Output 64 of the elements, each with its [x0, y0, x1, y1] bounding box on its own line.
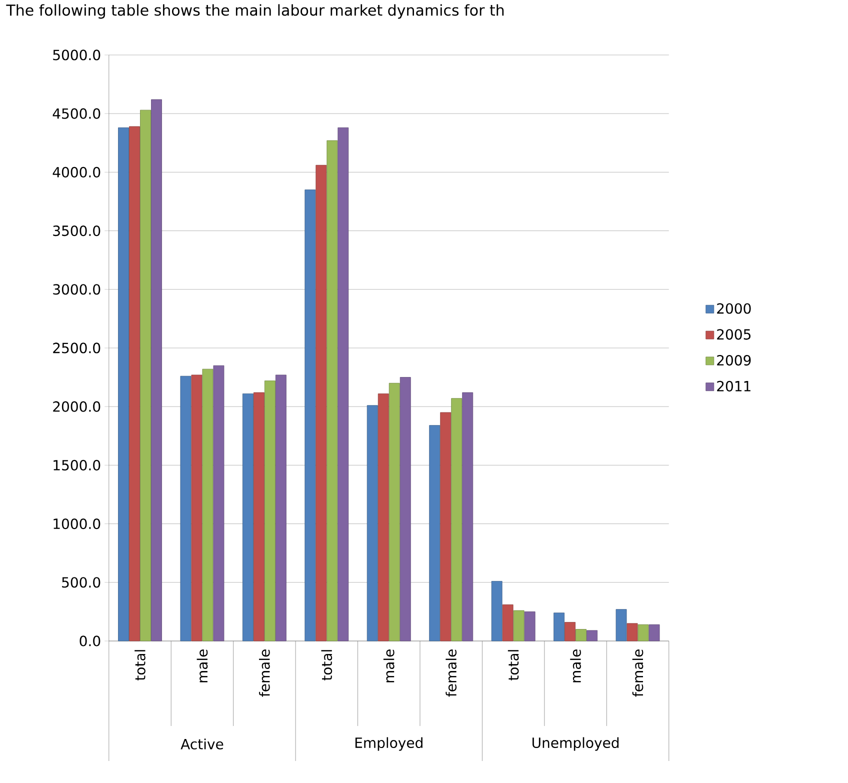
bar: [253, 392, 264, 642]
bar: [502, 604, 514, 642]
y-tick-label: 1000.0: [54, 518, 100, 530]
bar: [440, 412, 452, 642]
legend-label: 2011: [717, 380, 750, 392]
bar: [316, 164, 327, 642]
bar: [140, 110, 151, 642]
x-tick-label: female: [259, 650, 270, 697]
y-tick-label: 500.0: [62, 577, 100, 588]
bar: [129, 126, 140, 642]
x-tick-label: total: [508, 650, 519, 680]
text: Employed: [355, 737, 422, 751]
bar: [326, 140, 338, 642]
y-tick-label: 3500.0: [53, 225, 100, 236]
y-tick-label: 1500.0: [54, 460, 100, 470]
bar: [366, 405, 378, 642]
bar: [554, 612, 565, 642]
bar: [378, 393, 389, 642]
bar: [264, 380, 276, 642]
bar: [118, 127, 129, 642]
x-tick-label: total: [134, 650, 146, 680]
text: Unemployed: [532, 737, 619, 751]
bar: [491, 581, 502, 642]
x-tick-label: total: [321, 650, 332, 680]
y-tick-label: 2000.0: [53, 401, 100, 412]
bar: [586, 630, 598, 642]
y-tick-label: 5000.0: [53, 50, 100, 60]
chart-title: The following table shows the main labour market dynamics for th: [6, 4, 504, 19]
x-tick-label: male: [196, 650, 208, 682]
bar: [462, 392, 474, 642]
legend-label: 2000: [717, 303, 751, 314]
y-tick-label: 4500.0: [52, 108, 100, 119]
bar: [626, 623, 638, 642]
bar: [213, 365, 224, 642]
bar: [638, 624, 649, 642]
bar: [524, 611, 536, 642]
x-tick-label: female: [446, 650, 457, 697]
y-tick-label: 2500.0: [53, 342, 100, 354]
bar: [429, 425, 440, 642]
y-tick-label: 0.0: [80, 636, 100, 646]
bar: [648, 624, 660, 642]
bar: [180, 376, 192, 642]
bar: [616, 609, 627, 642]
x-tick-label: male: [570, 650, 581, 682]
text: Active: [180, 738, 224, 750]
bar: [513, 610, 524, 642]
bar: [564, 622, 576, 642]
legend-label: 2009: [717, 354, 751, 366]
bar: [304, 190, 316, 642]
bar: [191, 374, 202, 642]
bar: [151, 99, 162, 642]
bar: [451, 398, 462, 642]
bar: [400, 377, 411, 642]
bar: [202, 368, 214, 642]
legend-label: 2005: [717, 329, 750, 340]
y-tick-label: 3000.0: [53, 284, 100, 295]
x-tick-label: female: [632, 650, 644, 697]
x-tick-label: male: [383, 650, 394, 682]
y-tick-label: 4000.0: [52, 166, 100, 178]
bar: [576, 629, 586, 642]
bar: [242, 393, 254, 642]
bar: [275, 374, 286, 642]
bar: [388, 382, 400, 642]
bar: [338, 127, 349, 642]
